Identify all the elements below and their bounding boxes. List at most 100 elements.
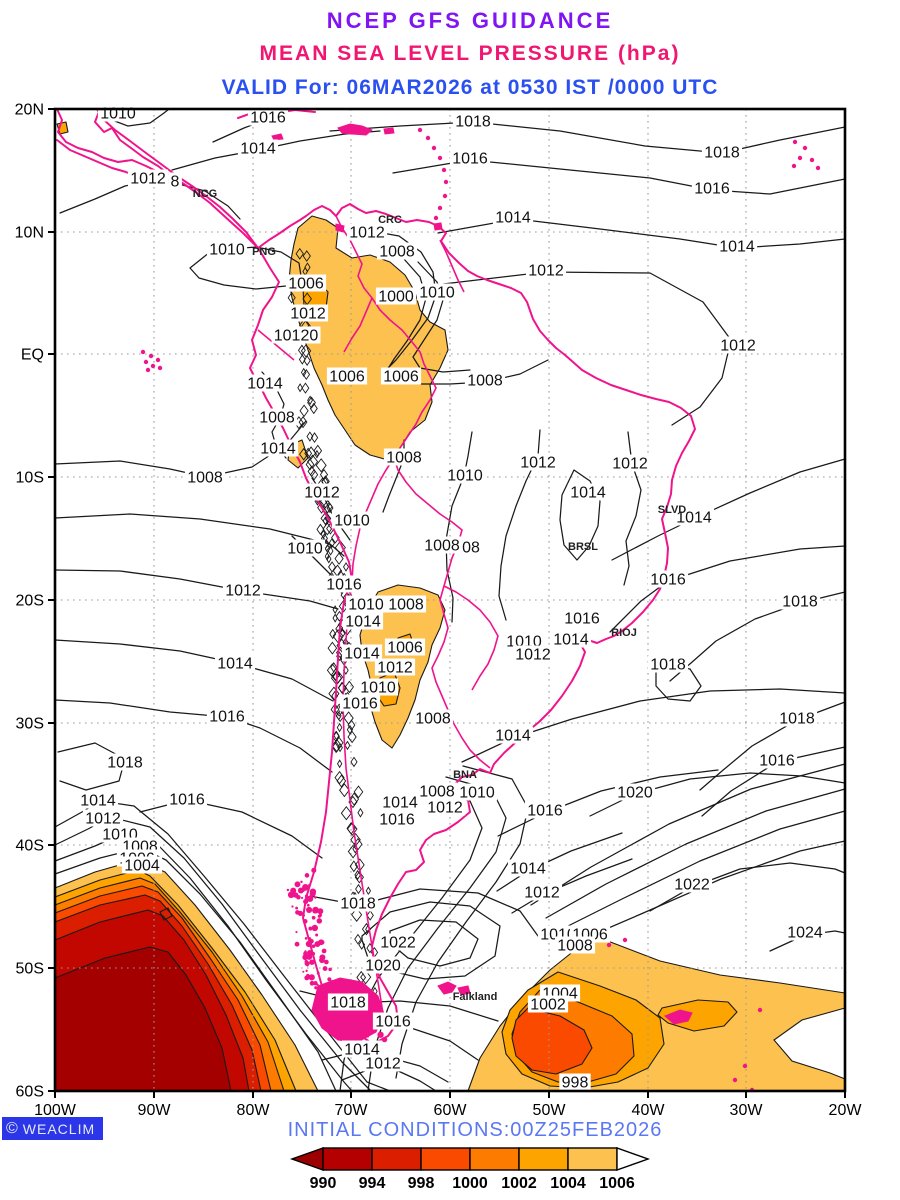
- pressure-fill-bands: [54, 121, 846, 1092]
- copyright-icon: ©: [6, 1119, 19, 1137]
- svg-text:1008: 1008: [259, 410, 295, 427]
- svg-text:1006: 1006: [387, 640, 423, 657]
- svg-text:1006: 1006: [599, 1175, 635, 1192]
- svg-text:1010: 1010: [447, 468, 483, 485]
- svg-text:1008: 1008: [379, 244, 415, 261]
- svg-text:90W: 90W: [138, 1102, 172, 1119]
- svg-text:1010: 1010: [334, 513, 370, 530]
- valid-time-title: VALID For: 06MAR2026 at 0530 IST /0000 U…: [221, 76, 719, 99]
- svg-text:100W: 100W: [34, 1102, 77, 1119]
- svg-text:1012: 1012: [365, 1056, 401, 1073]
- svg-text:1014: 1014: [344, 1042, 380, 1059]
- svg-text:998: 998: [562, 1075, 589, 1092]
- svg-text:20S: 20S: [16, 593, 44, 610]
- svg-text:20N: 20N: [15, 102, 44, 119]
- svg-text:1008: 1008: [467, 373, 503, 390]
- svg-text:1008: 1008: [557, 938, 593, 955]
- svg-text:1002: 1002: [530, 997, 566, 1014]
- svg-text:998: 998: [408, 1175, 435, 1192]
- svg-text:Falkland: Falkland: [453, 991, 498, 1003]
- svg-text:10S: 10S: [16, 470, 44, 487]
- svg-text:1018: 1018: [704, 145, 740, 162]
- svg-text:1014: 1014: [510, 861, 546, 878]
- svg-text:1016: 1016: [375, 1014, 411, 1031]
- svg-text:1016: 1016: [342, 696, 378, 713]
- svg-text:1010: 1010: [459, 785, 495, 802]
- svg-text:1014: 1014: [495, 728, 531, 745]
- svg-text:10120: 10120: [274, 328, 319, 345]
- svg-text:RIOJ: RIOJ: [611, 627, 637, 639]
- svg-text:1006: 1006: [383, 369, 419, 386]
- svg-text:1012: 1012: [524, 885, 560, 902]
- svg-text:1010: 1010: [287, 541, 323, 558]
- svg-text:1006: 1006: [329, 369, 365, 386]
- svg-text:1014: 1014: [676, 510, 712, 527]
- svg-text:1012: 1012: [377, 660, 413, 677]
- svg-text:1014: 1014: [344, 646, 380, 663]
- svg-text:1010: 1010: [348, 597, 384, 614]
- svg-text:1010: 1010: [360, 680, 396, 697]
- svg-text:1012: 1012: [290, 306, 326, 323]
- svg-text:1022: 1022: [380, 935, 416, 952]
- svg-text:1008: 1008: [388, 597, 424, 614]
- svg-text:CRC: CRC: [378, 214, 402, 226]
- svg-text:1012: 1012: [225, 583, 261, 600]
- svg-text:1018: 1018: [650, 657, 686, 674]
- svg-text:1016: 1016: [564, 611, 600, 628]
- svg-text:1014: 1014: [260, 441, 296, 458]
- svg-text:1010: 1010: [419, 285, 455, 302]
- svg-text:80W: 80W: [237, 1102, 271, 1119]
- svg-text:NCG: NCG: [193, 188, 217, 200]
- svg-text:50S: 50S: [16, 961, 44, 978]
- svg-text:30S: 30S: [16, 716, 44, 733]
- svg-text:1008: 1008: [415, 711, 451, 728]
- svg-text:1016: 1016: [250, 110, 286, 127]
- svg-text:990: 990: [310, 1175, 337, 1192]
- svg-text:1012: 1012: [528, 263, 564, 280]
- svg-text:1008: 1008: [419, 784, 455, 801]
- pressure-colorbar: 990 994 998 1000 1002 1004 1006: [289, 1147, 651, 1192]
- svg-text:SLVD: SLVD: [658, 504, 687, 516]
- svg-text:BRSL: BRSL: [568, 541, 598, 553]
- svg-text:1016: 1016: [169, 792, 205, 809]
- svg-text:8: 8: [171, 174, 180, 191]
- svg-text:1012: 1012: [612, 456, 648, 473]
- svg-text:1012: 1012: [304, 485, 340, 502]
- svg-text:1018: 1018: [455, 114, 491, 131]
- svg-text:1002: 1002: [501, 1175, 537, 1192]
- svg-text:10N: 10N: [15, 225, 44, 242]
- svg-text:EQ: EQ: [21, 347, 44, 364]
- svg-text:1014: 1014: [240, 141, 276, 158]
- svg-text:1012: 1012: [349, 225, 385, 242]
- svg-text:1014: 1014: [495, 210, 531, 227]
- svg-text:70W: 70W: [335, 1102, 369, 1119]
- svg-text:60W: 60W: [434, 1102, 468, 1119]
- svg-text:40S: 40S: [16, 838, 44, 855]
- weaclim-badge: © WEACLIM: [2, 1117, 104, 1140]
- svg-text:1014: 1014: [247, 376, 283, 393]
- svg-text:1018: 1018: [782, 594, 818, 611]
- svg-text:1020: 1020: [617, 785, 653, 802]
- svg-text:994: 994: [359, 1175, 386, 1192]
- initial-conditions-text: INITIAL CONDITIONS:00Z25FEB2026: [287, 1119, 663, 1141]
- svg-text:1024: 1024: [787, 925, 823, 942]
- svg-text:60S: 60S: [16, 1084, 44, 1101]
- svg-text:1000: 1000: [378, 289, 414, 306]
- svg-text:1012: 1012: [85, 811, 121, 828]
- svg-text:1014: 1014: [382, 795, 418, 812]
- svg-text:1010: 1010: [209, 242, 245, 259]
- svg-text:1018: 1018: [779, 711, 815, 728]
- badge-label: WEACLIM: [22, 1120, 96, 1137]
- svg-text:1016: 1016: [650, 572, 686, 589]
- svg-text:1006: 1006: [288, 276, 324, 293]
- svg-text:PNG: PNG: [252, 246, 276, 258]
- svg-text:1012: 1012: [515, 647, 551, 664]
- model-title: NCEP GFS GUIDANCE: [326, 8, 614, 33]
- svg-text:30W: 30W: [730, 1102, 764, 1119]
- svg-text:1016: 1016: [326, 577, 362, 594]
- svg-text:1004: 1004: [124, 858, 160, 875]
- svg-text:1020: 1020: [365, 958, 401, 975]
